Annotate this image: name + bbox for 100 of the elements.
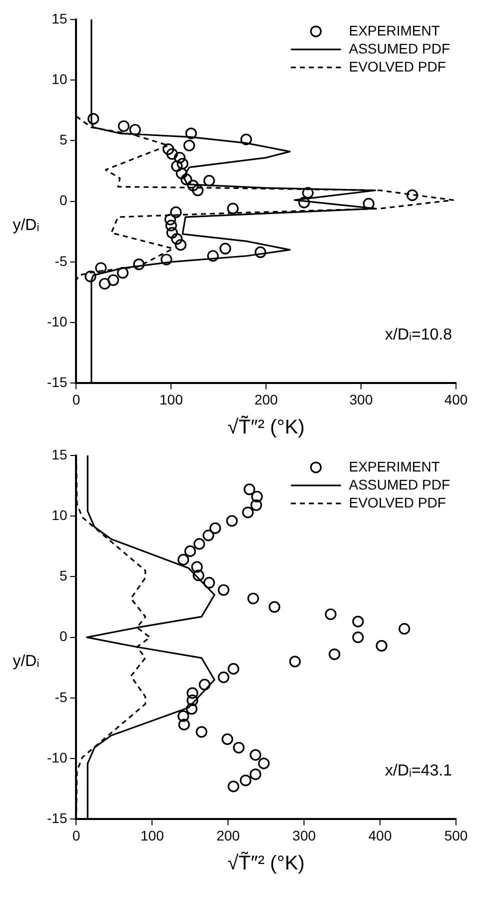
point	[251, 490, 263, 502]
point	[244, 484, 256, 496]
x-axis-title: √T̃″² (°K)	[228, 851, 305, 875]
point	[268, 601, 280, 613]
point	[298, 196, 310, 208]
point	[116, 267, 129, 279]
point	[192, 184, 204, 196]
point	[166, 148, 178, 160]
x-tick-label: 300	[292, 827, 316, 844]
x-axis-title: √T̃″² (°K)	[228, 415, 305, 439]
y-tick-label: 10	[52, 506, 68, 523]
point	[176, 158, 188, 170]
point	[250, 768, 262, 780]
point	[232, 742, 245, 754]
point	[250, 499, 262, 511]
point	[203, 174, 215, 186]
legend-label: EVOLVED PDF	[348, 494, 446, 510]
point	[196, 726, 208, 738]
x-tick-label: 500	[444, 827, 468, 844]
x-tick-label: 200	[216, 827, 240, 844]
y-tick-label: 15	[52, 10, 68, 26]
point	[240, 134, 252, 146]
point	[107, 274, 120, 286]
legend-label: ASSUMED PDF	[348, 476, 450, 492]
point	[193, 538, 206, 550]
point	[185, 128, 197, 140]
y-tick-label: -15	[47, 374, 68, 390]
point	[95, 262, 107, 274]
y-tick-label: 0	[59, 192, 68, 208]
point	[222, 733, 234, 745]
x-tick-label: 200	[254, 391, 278, 408]
y-axis-title: y/Dᵢ	[12, 653, 40, 671]
point	[202, 530, 214, 542]
y-axis-title: y/Dᵢ	[12, 217, 40, 235]
point	[254, 246, 266, 258]
point	[226, 515, 238, 527]
point	[180, 174, 192, 186]
legend-label: EXPERIMENT	[348, 22, 440, 38]
y-tick-label: -10	[47, 749, 68, 766]
point	[218, 584, 230, 596]
point	[171, 233, 183, 245]
point	[289, 656, 301, 668]
point	[240, 774, 252, 786]
y-tick-label: 5	[59, 568, 68, 584]
point	[191, 561, 203, 573]
legend-label: EXPERIMENT	[348, 458, 440, 474]
point	[228, 663, 240, 675]
y-tick-label: 5	[59, 132, 68, 148]
x-tick-label: 0	[72, 391, 80, 408]
x-tick-label: 400	[444, 391, 468, 408]
point	[183, 140, 196, 152]
point	[352, 632, 364, 644]
point	[247, 592, 260, 604]
point	[178, 718, 190, 730]
point	[198, 678, 210, 690]
y-tick-label: -5	[54, 688, 68, 705]
point	[160, 254, 172, 266]
y-tick-label: -10	[47, 313, 68, 330]
point	[227, 202, 239, 214]
point	[219, 242, 232, 254]
point	[186, 687, 198, 699]
point	[178, 710, 190, 722]
point	[207, 250, 219, 262]
point	[186, 703, 198, 715]
point	[302, 187, 314, 199]
x-tick-label: 100	[159, 391, 184, 408]
x-tick-label: 400	[368, 827, 392, 844]
point	[328, 648, 340, 660]
point	[98, 278, 111, 290]
point	[186, 694, 198, 706]
point	[203, 576, 215, 589]
point	[178, 554, 190, 566]
point	[228, 780, 240, 792]
point	[164, 214, 176, 226]
point	[258, 758, 270, 770]
y-tick-label: 0	[59, 628, 68, 644]
point	[174, 239, 186, 251]
y-tick-label: 10	[52, 70, 68, 87]
point	[209, 522, 222, 534]
point	[118, 120, 130, 132]
point	[187, 180, 199, 192]
point	[165, 220, 177, 232]
x-tick-label: 300	[349, 391, 373, 408]
annotation: x/Dᵢ=10.8	[385, 326, 452, 344]
point	[176, 168, 188, 180]
point	[192, 570, 204, 582]
x-tick-label: 0	[72, 827, 80, 844]
point	[174, 152, 186, 164]
point	[170, 206, 182, 218]
point	[184, 545, 196, 557]
point	[88, 113, 100, 125]
point	[242, 506, 254, 518]
point	[162, 143, 174, 155]
legend-label: EVOLVED PDF	[348, 58, 446, 74]
x-tick-label: 100	[140, 827, 164, 844]
point	[352, 616, 364, 628]
y-tick-label: -15	[47, 810, 68, 826]
point	[406, 189, 418, 202]
point	[171, 160, 183, 172]
y-tick-label: 15	[52, 446, 68, 462]
